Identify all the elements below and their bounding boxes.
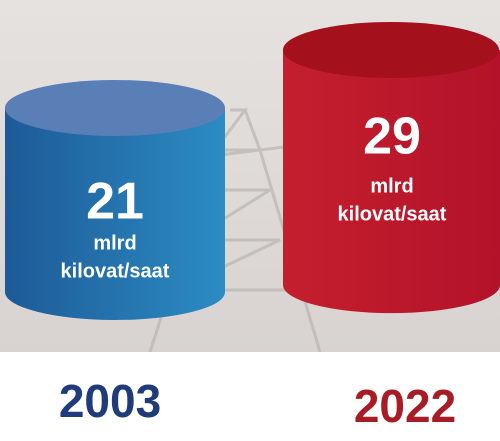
unit: kilovat/saat — [338, 203, 447, 225]
value: 29 — [363, 108, 421, 166]
cylinder-top — [5, 80, 225, 136]
infographic: 21 mlrd kilovat/saat 29 mlrd kilovat/saa… — [0, 0, 500, 436]
page: 21 mlrd kilovat/saat 29 mlrd kilovat/saa… — [0, 0, 500, 436]
cylinder-top — [283, 22, 499, 78]
year: 2003 — [59, 375, 161, 427]
unit: kilovat/saat — [61, 260, 170, 282]
unit: mlrd — [93, 232, 136, 254]
cylinder-2022 — [283, 22, 500, 313]
year: 2022 — [354, 380, 456, 432]
value: 21 — [86, 173, 144, 231]
unit: mlrd — [370, 175, 413, 197]
